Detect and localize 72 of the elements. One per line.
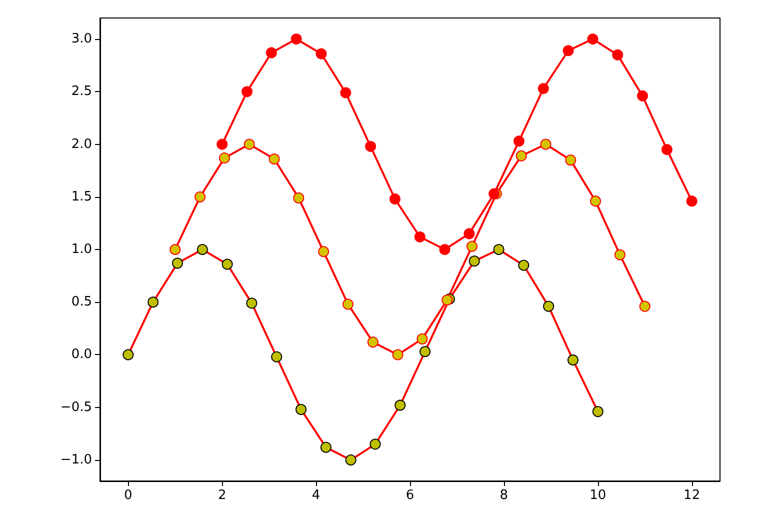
point (538, 83, 549, 94)
y-tick-label: 0.5 (71, 294, 92, 310)
point (562, 45, 574, 56)
point (148, 296, 159, 308)
point (464, 228, 475, 240)
x-tick-label: 0 (124, 488, 132, 503)
point (587, 34, 598, 45)
point (296, 404, 307, 415)
point (590, 196, 602, 207)
point (543, 300, 554, 312)
point (316, 48, 327, 60)
y-tick-label: 3.0 (71, 32, 92, 47)
point (244, 138, 255, 150)
point (170, 244, 181, 255)
y-tick-label: 1.0 (71, 242, 92, 257)
point (266, 47, 277, 58)
point (493, 244, 504, 255)
point (367, 336, 378, 348)
x-tick-label: 12 (684, 488, 700, 503)
y-tick-label: 2.5 (71, 84, 92, 100)
point (516, 150, 527, 162)
point (614, 249, 626, 260)
point (268, 154, 280, 164)
y-tick-label: −0.5 (60, 400, 92, 415)
x-tick-label: 10 (590, 488, 606, 503)
point (466, 240, 478, 252)
point (222, 258, 233, 270)
point (271, 351, 282, 362)
point (216, 138, 228, 150)
point (540, 138, 552, 150)
point (218, 152, 230, 164)
x-tick-label: 4 (312, 488, 320, 503)
point (242, 86, 253, 98)
point (172, 258, 183, 269)
point (661, 144, 672, 156)
point (513, 136, 524, 147)
point (567, 354, 578, 366)
y-tick-label: 1.5 (71, 189, 92, 204)
y-tick-label: 0.0 (71, 347, 92, 362)
x-tick-label: 2 (218, 488, 226, 503)
point (392, 349, 404, 360)
point (340, 87, 352, 98)
x-tick-label: 6 (406, 488, 414, 503)
point (194, 191, 206, 202)
point (518, 260, 530, 271)
point (414, 231, 426, 242)
x-tick-label: 8 (500, 488, 508, 503)
point (420, 346, 431, 358)
point (196, 244, 208, 255)
point (612, 49, 624, 60)
point (122, 349, 134, 360)
point (468, 256, 480, 267)
point (439, 244, 450, 255)
point (637, 90, 648, 102)
point (565, 154, 576, 166)
point (345, 454, 356, 466)
y-tick-label: 2.0 (71, 136, 92, 152)
point (686, 196, 698, 207)
point (370, 438, 381, 450)
point (389, 193, 400, 204)
point (416, 333, 428, 344)
point (394, 400, 406, 411)
point (342, 298, 354, 310)
point (318, 246, 330, 258)
point (320, 442, 332, 453)
y-tick-label: −1.0 (60, 452, 92, 468)
point (592, 406, 604, 418)
point (639, 300, 650, 312)
point (293, 192, 304, 204)
point (290, 34, 302, 45)
point (365, 140, 376, 152)
point (246, 298, 258, 309)
